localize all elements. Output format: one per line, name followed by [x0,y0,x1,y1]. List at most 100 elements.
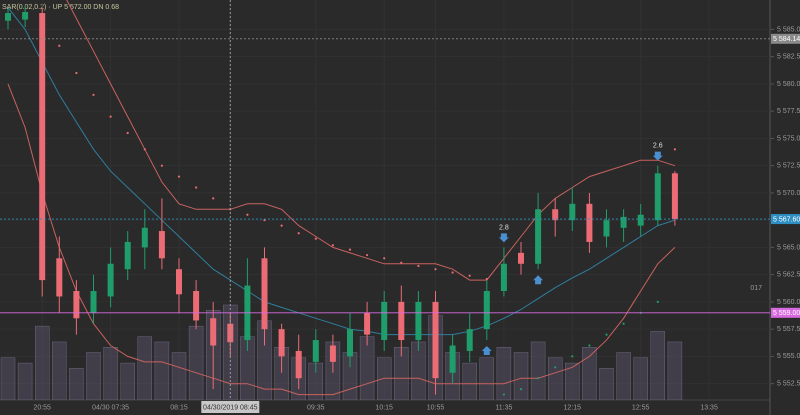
sar-dot [622,322,625,325]
sar-dot [451,271,454,274]
sar-dot [383,257,386,260]
signal-arrow [533,275,544,285]
volume-bar [188,325,204,400]
candle-body [637,214,644,226]
sar-dot [588,344,591,347]
candle-body [552,209,559,221]
x-tick-label: 12:15 [564,404,582,411]
sar-dot [126,131,129,135]
volume-bar [377,357,392,400]
candle-body [603,220,610,237]
candle-body [158,231,165,259]
volume-bar [599,368,614,400]
sar-dot [417,264,420,268]
sar-dot [177,175,181,178]
price-label-box [771,214,800,225]
volume-bar [462,362,477,400]
sar-dot [571,355,574,358]
candle-body [415,301,422,341]
y-tick-label: 5 580.00 [777,81,800,88]
x-tick-label: 11:35 [495,404,512,411]
x-tick-label: 08:15 [170,404,188,411]
x-tick-label: 04/30 07:35 [92,404,129,411]
annotation: 017 [750,285,762,292]
y-tick-label: 5 560.00 [777,299,800,306]
sar-dot [246,213,249,216]
candle-body [449,345,456,373]
sar-dot [468,274,471,277]
sar-dot [656,300,659,304]
price-label: 5 584.14 [773,36,800,43]
volume-bar [171,352,187,400]
sar-dot [297,232,300,235]
candle-body [586,203,593,242]
volume-bar [17,362,33,400]
sar-dot [263,219,266,222]
y-tick-label: 5 555.00 [777,353,800,360]
crosshair-label-box [201,401,260,413]
candle-body [107,263,114,297]
candle-body [312,340,319,362]
sar-dot [143,148,146,151]
volume-bar [359,336,375,400]
price-label-box [771,307,800,318]
candle-body [73,291,80,319]
volume-bar [565,362,580,400]
sar-dot [519,388,523,391]
candle-body [518,252,524,264]
candle-body [671,173,678,220]
x-tick-label: 13:35 [700,404,718,411]
price-label: 5 567.60 [773,216,800,223]
y-tick-label: 5 562.50 [777,272,800,279]
sar-dot [554,366,557,369]
candle-body [466,329,473,351]
y-tick-label: 5 577.50 [777,108,800,115]
candle-body [176,269,182,295]
sar-dot [280,224,283,227]
sar-dot [348,248,352,251]
volume-bar [52,341,67,400]
signal-arrow [498,233,509,243]
sar-dot [75,71,78,75]
y-tick-label: 5 585.00 [777,26,800,33]
volume-bar [0,357,16,400]
candle-body [5,13,11,21]
x-tick-label: 10:55 [427,404,445,411]
candle-body [347,329,353,357]
candle-body [535,209,542,264]
sar-dot [400,261,403,264]
y-tick-label: 5 565.00 [777,244,800,251]
sar-dot [212,197,215,200]
sar-dot [605,333,608,336]
volume-bar [120,362,135,400]
candle-body [39,13,46,281]
candle-body [329,345,336,362]
candle-body [398,301,405,341]
sar-dot [485,277,488,281]
sar-dot [92,93,95,96]
volume-bar [530,341,546,400]
volume-bar [548,357,563,400]
candle-body [483,291,490,330]
candle-body [569,203,576,221]
candle-body [432,301,439,379]
candle-body [193,291,200,321]
candle-body [364,312,371,335]
sar-dot [331,244,334,247]
candle-body [381,301,388,341]
volume-bar [154,341,170,400]
signal-arrow [481,346,492,356]
sar-dot [195,186,198,189]
candle-body [210,318,217,346]
candle-body [141,227,148,248]
volume-bar [633,357,648,400]
candle-body [56,258,63,297]
sar-dot [366,253,369,257]
overlay-line [66,0,676,281]
signal-arrow [652,151,663,161]
sar-dot [502,393,505,396]
y-tick-label: 5 572.50 [777,163,800,170]
volume-bar [582,347,597,400]
